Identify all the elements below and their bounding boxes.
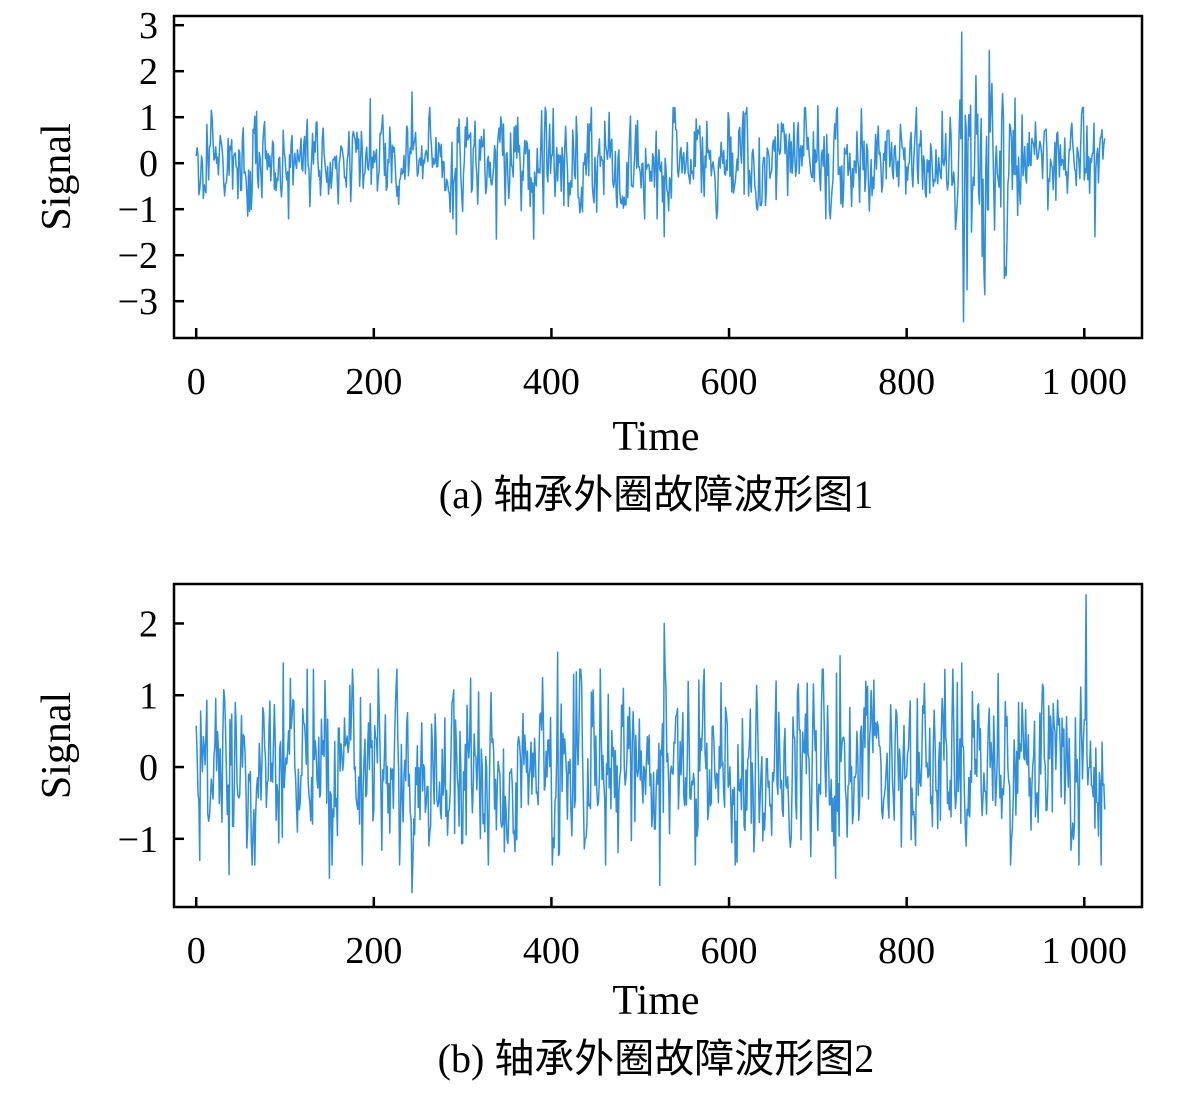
x-tick-label: 600 — [701, 361, 758, 403]
series-line-signal — [195, 594, 1106, 894]
x-tick-label: 400 — [523, 930, 580, 972]
chart-caption: (a) 轴承外圈故障波形图1 — [439, 472, 873, 517]
chart-panel-b: 0 200 400 600 800 1 000 2 1 0 −1 Time Signal (b) 轴承外… — [34, 582, 1144, 1081]
y-tick-label: 1 — [139, 97, 158, 139]
plot-frame — [172, 14, 1144, 340]
x-tick-label: 0 — [187, 361, 206, 403]
x-tick-label: 200 — [345, 930, 402, 972]
y-tick-label: 2 — [139, 51, 158, 93]
x-axis-title: Time — [612, 414, 699, 460]
x-tick-label: 200 — [345, 361, 402, 403]
x-tick-label: 1 000 — [1042, 930, 1128, 972]
y-tick-label: −1 — [118, 189, 158, 231]
y-tick-label: 3 — [139, 5, 158, 47]
x-tick-label: 800 — [878, 361, 935, 403]
x-tick-label: 400 — [523, 361, 580, 403]
y-tick-label: −2 — [118, 235, 158, 277]
x-tick-label: 1 000 — [1042, 361, 1128, 403]
x-tick-label: 600 — [701, 930, 758, 972]
y-tick-label: 0 — [139, 143, 158, 185]
x-tick-label: 0 — [187, 930, 206, 972]
x-axis-title: Time — [612, 978, 699, 1024]
y-tick-label: 2 — [139, 603, 158, 645]
x-tick-label: 800 — [878, 930, 935, 972]
y-tick-label: 0 — [139, 747, 158, 789]
y-tick-label: −1 — [118, 819, 158, 861]
plot-frame — [172, 582, 1144, 909]
chart-caption: (b) 轴承外圈故障波形图2 — [438, 1036, 875, 1081]
y-axis-title: Signal — [34, 692, 80, 799]
y-axis-title: Signal — [34, 123, 80, 230]
y-tick-label: −3 — [118, 281, 158, 323]
y-tick-label: 1 — [139, 675, 158, 717]
chart-panel-a: 0 200 400 600 800 1 0003210−1−2−3TimeSignal(a… — [34, 5, 1144, 517]
series-line-signal — [195, 31, 1106, 323]
